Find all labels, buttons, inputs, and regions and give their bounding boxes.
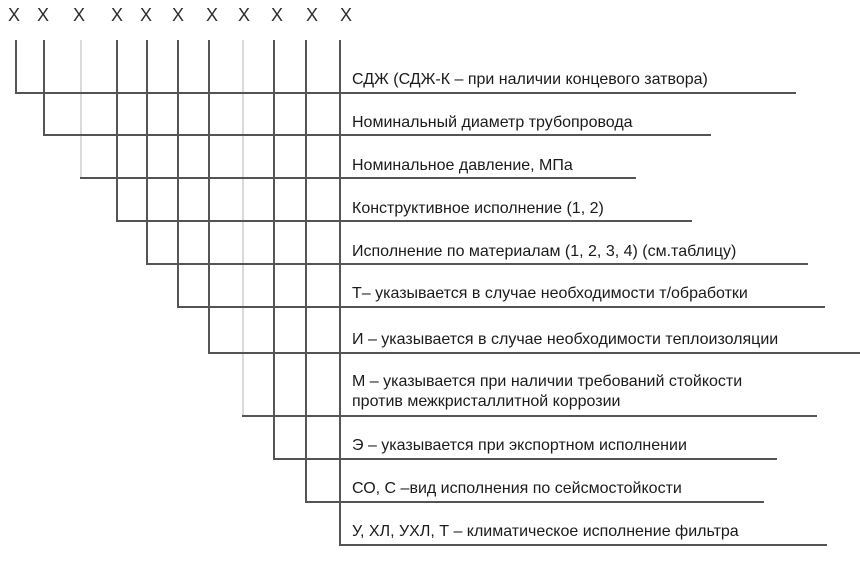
label-underline [80,177,636,179]
designation-label: СО, С –вид исполнения по сейсмостойкости [352,480,682,497]
label-underline [273,458,777,460]
designation-label: Исполнение по материалам (1, 2, 3, 4) (с… [352,243,737,260]
designation-label: Э – указывается при экспортном исполнени… [352,437,687,454]
label-underline [339,544,827,546]
connector-line-vertical [80,40,82,179]
designation-label: М – указывается при наличии требований с… [352,373,743,390]
code-symbol: Х [339,5,353,25]
code-symbol: Х [305,5,319,25]
designation-label: СДЖ (СДЖ-К – при наличии концевого затво… [352,71,708,88]
code-symbol: Х [270,5,284,25]
designation-label: Т– указывается в случае необходимости т/… [352,285,748,302]
designation-label-line2: против межкристаллитной коррозии [352,393,621,410]
label-underline [116,220,692,222]
designation-label: У, ХЛ, УХЛ, Т – климатическое исполнение… [352,523,739,540]
designation-label: Номинальное давление, МПа [352,157,573,174]
code-symbol: Х [171,5,185,25]
code-symbol: Х [110,5,124,25]
label-underline [15,92,796,94]
label-underline [305,501,764,503]
label-underline [43,134,711,136]
connector-line-vertical [15,40,17,94]
label-underline [242,415,817,417]
designation-label: И – указывается в случае необходимости т… [352,331,779,348]
connector-line-vertical [208,40,210,354]
code-symbol: Х [7,5,21,25]
connector-line-vertical [242,40,244,417]
designation-label: Конструктивное исполнение (1, 2) [352,200,604,217]
connector-line-vertical [177,40,179,308]
connector-line-vertical [116,40,118,222]
label-underline [208,352,860,354]
connector-line-vertical [273,40,275,460]
code-symbol: Х [139,5,153,25]
label-underline [146,263,808,265]
connector-line-vertical [146,40,148,265]
code-symbol: Х [72,5,86,25]
label-underline [177,306,825,308]
connector-line-vertical [339,40,341,546]
code-symbol: Х [36,5,50,25]
designation-label: Номинальный диаметр трубопровода [352,114,633,131]
connector-line-vertical [305,40,307,503]
connector-line-vertical [43,40,45,136]
code-symbol: Х [237,5,251,25]
code-symbol: Х [205,5,219,25]
